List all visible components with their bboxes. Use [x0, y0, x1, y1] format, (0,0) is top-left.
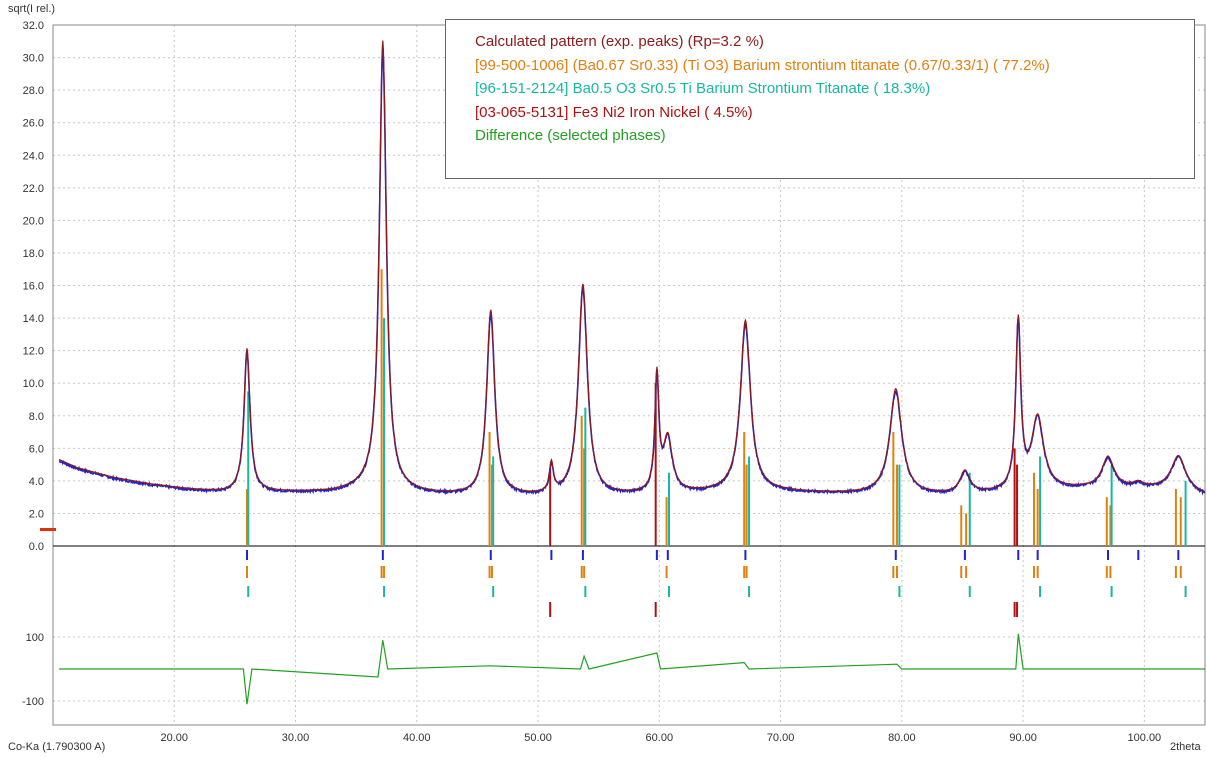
x-tick-label: 60.00 [646, 732, 674, 744]
y-tick-label: 24.0 [23, 150, 44, 162]
x-tick-label: 80.00 [888, 732, 916, 744]
phase-lines [246, 269, 1187, 546]
y-tick-label: 18.0 [23, 248, 44, 260]
diff-tick-labels: 100 -100 [22, 632, 44, 708]
x-axis-label: 2theta [1170, 741, 1201, 753]
y-tick-label: 6.0 [29, 443, 44, 455]
x-tick-label: 90.00 [1009, 732, 1037, 744]
y-tick-label: 10.0 [23, 378, 44, 390]
difference-series-line [59, 633, 1205, 705]
x-tick-label: 50.00 [524, 732, 552, 744]
legend-item-phase3: [03-065-5131] Fe3 Ni2 Iron Nickel ( 4.5%… [475, 103, 753, 121]
x-tick-label: 30.00 [282, 732, 310, 744]
y-tick-label: 20.0 [23, 215, 44, 227]
x-tick-label: 40.00 [403, 732, 431, 744]
x-tick-label: 20.00 [160, 732, 188, 744]
y-tick-label: 8.0 [29, 411, 44, 423]
y-tick-label: 22.0 [23, 183, 44, 195]
radiation-label: Co-Ka (1.790300 A) [8, 741, 106, 753]
y-tick-label: 26.0 [23, 118, 44, 130]
y-tick-label: 16.0 [23, 281, 44, 293]
y-tick-label: 12.0 [23, 346, 44, 358]
y-tick-label: 32.0 [23, 20, 44, 32]
y-tick-label: 28.0 [23, 85, 44, 97]
y-axis-label: sqrt(I rel.) [8, 3, 56, 15]
x-tick-label: 70.00 [767, 732, 795, 744]
y-tick-label: 14.0 [23, 313, 44, 325]
legend-item-phase1: [99-500-1006] (Ba0.67 Sr0.33) (Ti O3) Ba… [475, 56, 1050, 74]
reflection-markers [246, 550, 1187, 617]
y-tick-label: 0.0 [29, 541, 44, 553]
legend-item-phase2: [96-151-2124] Ba0.5 O3 Sr0.5 Ti Barium S… [475, 80, 931, 97]
left-red-marker [40, 528, 56, 531]
y-tick-labels: 0.0 2.0 4.0 6.0 8.0 10.0 12.0 14.0 16.0 18.0 20.0 2… [23, 20, 44, 553]
diff-tick-label: 100 [26, 632, 44, 644]
legend: Calculated pattern (exp. peaks) (Rp=3.2 … [445, 19, 1195, 179]
legend-item-calculated: Calculated pattern (exp. peaks) (Rp=3.2 … [475, 33, 764, 50]
y-tick-label: 4.0 [29, 476, 44, 488]
diff-tick-label: -100 [22, 696, 44, 708]
y-tick-label: 30.0 [23, 53, 44, 65]
legend-item-difference: Difference (selected phases) [475, 127, 666, 144]
calculated-series-line [58, 40, 1206, 493]
x-tick-label: 100.00 [1128, 732, 1162, 744]
y-tick-label: 2.0 [29, 508, 44, 520]
x-tick-labels: 20.00 30.00 40.00 50.00 60.00 70.00 80.00 90.00… [160, 732, 1161, 744]
